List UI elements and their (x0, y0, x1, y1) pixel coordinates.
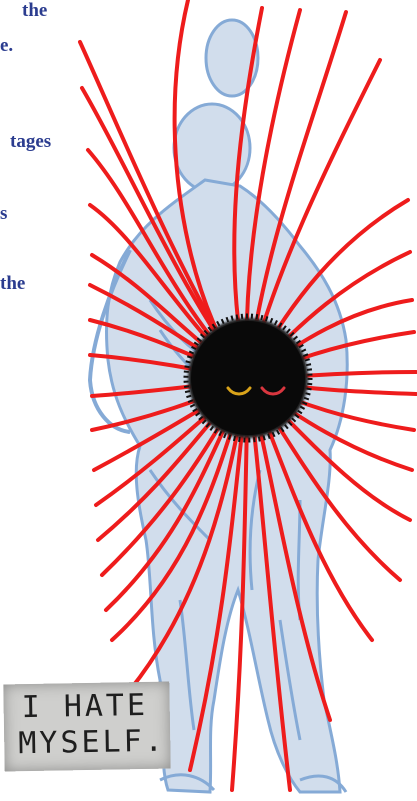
left-eye (226, 386, 252, 396)
sign-line: I HATE (21, 687, 149, 726)
hate-myself-sign: I HATE MYSELF. (3, 681, 171, 772)
right-eye (260, 386, 286, 396)
sign-line: MYSELF. (17, 723, 167, 762)
black-blob (183, 313, 313, 443)
eyes (226, 386, 286, 396)
